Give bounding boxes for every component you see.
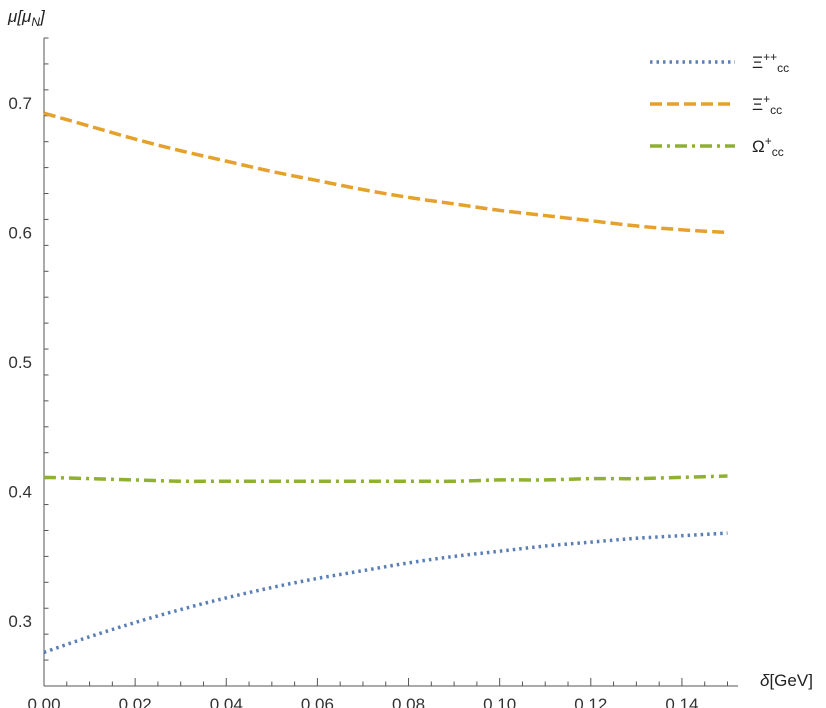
x-tick-label: 0.08 bbox=[392, 695, 425, 708]
series-line-xi-pp-cc bbox=[43, 531, 728, 654]
legend-label-sub: cc bbox=[777, 61, 789, 75]
y-tick-label: 0.5 bbox=[8, 353, 32, 372]
legend-item-xi-p-cc: Ξ+cc bbox=[650, 92, 782, 117]
legend-label-main: Ω bbox=[752, 137, 765, 156]
series-line-omega-p-cc bbox=[43, 474, 728, 484]
legend-item-omega-p-cc: Ω+cc bbox=[650, 134, 784, 159]
legend-label-sup: ++ bbox=[763, 50, 777, 64]
legend-label-omega-p-cc: Ω+cc bbox=[752, 134, 784, 159]
y-axis-title-unit-open: [μ bbox=[16, 7, 32, 26]
x-tick-label: 0.06 bbox=[301, 695, 334, 708]
y-axis-title-unit-close: ] bbox=[38, 7, 46, 26]
y-tick-label: 0.3 bbox=[8, 612, 32, 631]
x-tick-label: 0.00 bbox=[27, 695, 60, 708]
legend-label-main: Ξ bbox=[752, 95, 763, 114]
y-axis-ticks: 0.3 0.4 0.5 0.6 0.7 bbox=[8, 37, 49, 687]
x-tick-label: 0.04 bbox=[210, 695, 243, 708]
x-axis-ticks: 0.00 0.02 0.04 0.06 0.08 0.10 0.12 0.14 bbox=[27, 678, 728, 708]
series-line-xi-p-cc bbox=[43, 111, 728, 235]
x-axis-title: δ[GeV] bbox=[760, 671, 813, 690]
x-tick-label: 0.02 bbox=[119, 695, 152, 708]
y-axis-title-unit-sub: N bbox=[31, 15, 40, 29]
legend-label-xi-p-cc: Ξ+cc bbox=[752, 92, 782, 117]
y-tick-label: 0.7 bbox=[8, 94, 32, 113]
legend: Ξ++cc Ξ+cc Ω+cc bbox=[650, 50, 789, 159]
x-tick-label: 0.14 bbox=[665, 695, 698, 708]
y-tick-label: 0.4 bbox=[8, 483, 32, 502]
y-tick-label: 0.6 bbox=[8, 223, 32, 242]
y-axis-title-symbol: μ bbox=[7, 7, 18, 26]
legend-label-xi-pp-cc: Ξ++cc bbox=[752, 50, 789, 75]
legend-label-main: Ξ bbox=[752, 53, 763, 72]
x-axis-title-unit: [GeV] bbox=[769, 671, 812, 690]
x-tick-label: 0.10 bbox=[483, 695, 516, 708]
legend-label-sup: + bbox=[765, 134, 772, 148]
y-axis-title: μ[μN] bbox=[7, 7, 46, 29]
legend-label-sup: + bbox=[763, 92, 770, 106]
legend-label-sub: cc bbox=[770, 103, 782, 117]
x-axis-title-symbol: δ bbox=[760, 671, 770, 690]
x-tick-label: 0.12 bbox=[574, 695, 607, 708]
legend-item-xi-pp-cc: Ξ++cc bbox=[650, 50, 789, 75]
legend-label-sub: cc bbox=[772, 145, 784, 159]
series-lines bbox=[43, 111, 728, 654]
